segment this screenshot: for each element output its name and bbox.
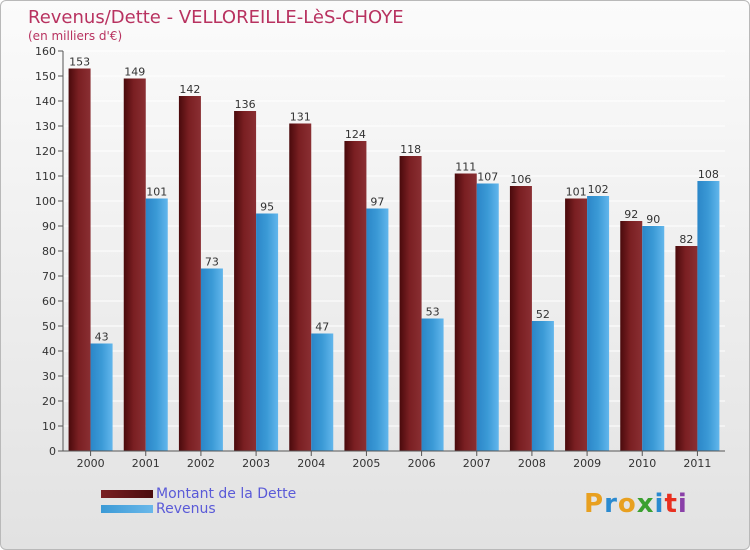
bar-revenus	[256, 213, 279, 451]
data-label-revenus: 102	[588, 183, 609, 196]
bar-revenus	[311, 333, 334, 451]
y-tick-label: 0	[49, 445, 56, 458]
bar-dette	[620, 221, 643, 451]
bar-revenus	[697, 181, 720, 451]
x-tick-label: 2000	[77, 457, 105, 470]
data-label-dette: 153	[69, 56, 90, 69]
proxiti-logo: Proxiti	[584, 489, 688, 519]
data-label-revenus: 97	[370, 196, 384, 209]
y-tick-label: 100	[35, 195, 56, 208]
data-label-revenus: 47	[315, 321, 329, 334]
data-label-dette: 131	[290, 111, 311, 124]
y-tick-label: 40	[42, 345, 56, 358]
x-tick-label: 2009	[573, 457, 601, 470]
bar-revenus	[90, 343, 113, 451]
y-tick-label: 60	[42, 295, 56, 308]
data-label-dette: 106	[510, 173, 531, 186]
bar-dette	[234, 111, 257, 451]
y-tick-label: 110	[35, 170, 56, 183]
legend-swatch-dette	[101, 490, 153, 498]
x-tick-label: 2007	[463, 457, 491, 470]
data-label-dette: 111	[455, 161, 476, 174]
legend-label-dette: Montant de la Dette	[156, 486, 297, 502]
y-tick-label: 120	[35, 145, 56, 158]
bar-revenus	[642, 226, 665, 451]
bar-dette	[565, 198, 588, 451]
y-tick-label: 50	[42, 320, 56, 333]
bar-dette	[399, 156, 422, 451]
x-tick-label: 2005	[352, 457, 380, 470]
data-label-dette: 101	[566, 186, 587, 199]
y-tick-label: 140	[35, 95, 56, 108]
bar-revenus	[587, 196, 610, 451]
y-tick-label: 80	[42, 245, 56, 258]
y-tick-label: 10	[42, 420, 56, 433]
bar-dette	[123, 78, 146, 451]
bar-dette	[289, 123, 312, 451]
data-label-revenus: 108	[698, 168, 719, 181]
bar-revenus	[145, 198, 168, 451]
x-tick-label: 2008	[518, 457, 546, 470]
data-label-revenus: 73	[205, 256, 219, 269]
logo-letter: x	[636, 489, 655, 519]
logo-letter: P	[584, 489, 605, 519]
data-label-revenus: 43	[95, 331, 109, 344]
legend-label-revenus: Revenus	[156, 501, 216, 517]
data-label-dette: 149	[124, 66, 145, 79]
bar-dette	[675, 246, 698, 451]
y-tick-label: 70	[42, 270, 56, 283]
data-label-dette: 142	[179, 83, 200, 96]
data-label-dette: 82	[679, 233, 693, 246]
data-label-dette: 136	[235, 98, 256, 111]
x-tick-label: 2011	[683, 457, 711, 470]
logo-letter: o	[617, 489, 637, 519]
logo-letter: t	[664, 489, 678, 519]
logo-letter: r	[604, 489, 618, 519]
logo-letter: i	[677, 489, 688, 519]
data-label-revenus: 101	[146, 186, 167, 199]
bar-dette	[344, 141, 367, 451]
chart-subtitle: (en milliers d'€)	[28, 29, 123, 43]
legend-swatch-revenus	[101, 505, 153, 513]
y-tick-label: 90	[42, 220, 56, 233]
data-label-revenus: 90	[646, 213, 660, 226]
data-label-revenus: 53	[426, 306, 440, 319]
bar-dette	[454, 173, 477, 451]
bar-dette	[68, 68, 91, 451]
data-label-dette: 124	[345, 128, 366, 141]
x-tick-label: 2002	[187, 457, 215, 470]
data-label-revenus: 95	[260, 201, 274, 214]
bar-revenus	[421, 318, 444, 451]
y-tick-label: 150	[35, 70, 56, 83]
bar-revenus	[200, 268, 223, 451]
x-tick-label: 2006	[408, 457, 436, 470]
x-tick-label: 2004	[297, 457, 325, 470]
chart-title: Revenus/Dette - VELLOREILLE-LèS-CHOYE	[28, 7, 404, 28]
bar-revenus	[476, 183, 499, 451]
data-label-dette: 92	[624, 208, 638, 221]
bar-revenus	[366, 208, 389, 451]
x-tick-label: 2003	[242, 457, 270, 470]
bar-dette	[509, 186, 532, 451]
x-tick-label: 2010	[628, 457, 656, 470]
x-tick-label: 2001	[132, 457, 160, 470]
y-tick-label: 30	[42, 370, 56, 383]
y-tick-label: 20	[42, 395, 56, 408]
logo-letter: i	[654, 489, 665, 519]
bar-revenus	[531, 321, 554, 451]
data-label-revenus: 107	[477, 171, 498, 184]
data-label-dette: 118	[400, 143, 421, 156]
bar-dette	[178, 96, 201, 451]
y-tick-label: 130	[35, 120, 56, 133]
data-label-revenus: 52	[536, 308, 550, 321]
y-tick-label: 160	[35, 45, 56, 58]
